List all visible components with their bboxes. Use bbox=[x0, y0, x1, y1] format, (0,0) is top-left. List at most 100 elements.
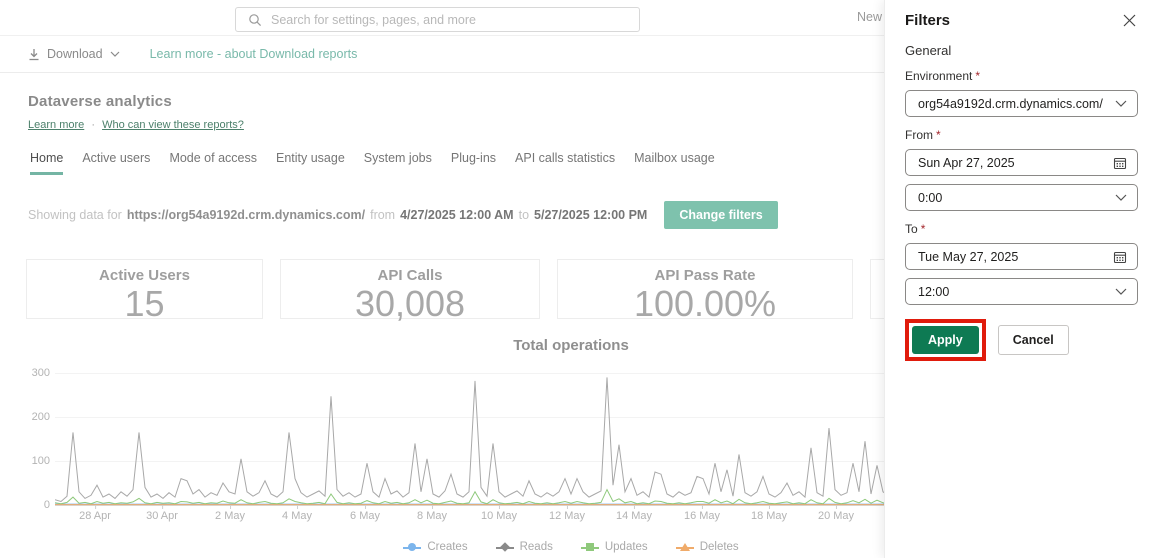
to-date-value: Tue May 27, 2025 bbox=[918, 249, 1019, 264]
card-value: 30,008 bbox=[354, 283, 466, 324]
chevron-down-icon bbox=[1115, 288, 1127, 295]
top-bar: Search for settings, pages, and more New bbox=[0, 0, 884, 36]
x-tick-label: 4 May bbox=[282, 505, 312, 522]
x-tick-label: 16 May bbox=[683, 505, 721, 522]
legend-label: Reads bbox=[519, 541, 553, 553]
updates-marker-icon bbox=[580, 543, 599, 552]
environment-select[interactable]: org54a9192d.crm.dynamics.com/ bbox=[905, 90, 1138, 117]
to-label: To * bbox=[905, 222, 926, 236]
showing-from-word: from bbox=[370, 208, 396, 222]
tab-mode-of-access[interactable]: Mode of access bbox=[169, 151, 257, 165]
chevron-down-icon bbox=[1115, 194, 1127, 201]
filters-section-general: General bbox=[905, 43, 952, 58]
page-header: Dataverse analytics Learn more · Who can… bbox=[0, 73, 884, 131]
to-date-input[interactable]: Tue May 27, 2025 bbox=[905, 243, 1138, 270]
showing-from-value: 4/27/2025 12:00 AM bbox=[400, 208, 514, 222]
x-axis-line bbox=[55, 505, 884, 506]
legend-item-updates[interactable]: Updates bbox=[580, 541, 648, 553]
card-api-calls: API Calls 30,008 bbox=[280, 259, 540, 323]
search-input[interactable]: Search for settings, pages, and more bbox=[235, 7, 640, 32]
chevron-down-icon bbox=[110, 51, 120, 57]
card-value: 15 bbox=[124, 283, 165, 324]
card-value: 100.00% bbox=[633, 283, 777, 324]
to-time-select[interactable]: 12:00 bbox=[905, 278, 1138, 305]
creates-marker-icon bbox=[403, 543, 422, 552]
showing-url: https://org54a9192d.crm.dynamics.com/ bbox=[126, 208, 366, 222]
apply-button[interactable]: Apply bbox=[912, 326, 979, 354]
gridline-200 bbox=[55, 417, 884, 418]
deletes-marker-icon bbox=[675, 543, 694, 552]
calendar-icon bbox=[1113, 250, 1127, 264]
tab-home[interactable]: Home bbox=[30, 151, 64, 175]
card-partial bbox=[870, 259, 884, 319]
from-date-value: Sun Apr 27, 2025 bbox=[918, 155, 1015, 170]
tab-api-calls-statistics[interactable]: API calls statistics bbox=[515, 151, 616, 165]
change-filters-button[interactable]: Change filters bbox=[664, 201, 778, 229]
showing-to-value: 5/27/2025 12:00 PM bbox=[534, 208, 648, 222]
page-title: Dataverse analytics bbox=[28, 93, 172, 110]
link-separator: · bbox=[91, 119, 95, 131]
y-tick-label: 300 bbox=[31, 367, 50, 379]
cancel-button[interactable]: Cancel bbox=[997, 325, 1069, 355]
card-title: API Pass Rate bbox=[654, 267, 756, 284]
filters-title: Filters bbox=[905, 12, 951, 29]
calendar-icon bbox=[1113, 156, 1127, 170]
search-icon bbox=[248, 13, 262, 27]
card-title: Active Users bbox=[99, 267, 190, 284]
y-tick-label: 200 bbox=[31, 411, 50, 423]
tab-mailbox-usage[interactable]: Mailbox usage bbox=[634, 151, 715, 165]
close-icon[interactable] bbox=[1121, 12, 1138, 29]
showing-prefix: Showing data for bbox=[28, 208, 122, 222]
x-tick-label: 30 Apr bbox=[146, 505, 178, 522]
learn-more-link[interactable]: Learn more bbox=[28, 119, 85, 131]
download-learn-more-link[interactable]: Learn more - about Download reports bbox=[149, 47, 358, 61]
tab-entity-usage[interactable]: Entity usage bbox=[275, 151, 345, 165]
x-tick-label: 12 May bbox=[548, 505, 586, 522]
required-asterisk: * bbox=[975, 69, 981, 83]
y-tick-label: 0 bbox=[43, 499, 50, 511]
who-can-view-link[interactable]: Who can view these reports? bbox=[102, 119, 244, 131]
new-look-label[interactable]: New bbox=[856, 10, 882, 24]
card-api-pass-rate: API Pass Rate 100.00% bbox=[557, 259, 853, 323]
from-label: From * bbox=[905, 128, 941, 142]
legend-item-creates[interactable]: Creates bbox=[403, 541, 468, 553]
legend-label: Creates bbox=[427, 541, 468, 553]
card-active-users: Active Users 15 bbox=[26, 259, 263, 323]
legend-item-reads[interactable]: Reads bbox=[495, 541, 553, 553]
tab-system-jobs[interactable]: System jobs bbox=[363, 151, 432, 165]
x-tick-label: 8 May bbox=[417, 505, 447, 522]
tab-plug-ins[interactable]: Plug-ins bbox=[450, 151, 497, 165]
to-time-value: 12:00 bbox=[918, 284, 950, 299]
x-tick-label: 6 May bbox=[350, 505, 380, 522]
search-placeholder: Search for settings, pages, and more bbox=[271, 12, 476, 27]
required-asterisk: * bbox=[920, 222, 926, 236]
environment-label: Environment * bbox=[905, 69, 981, 83]
legend-label: Deletes bbox=[699, 541, 739, 553]
download-button[interactable]: Download bbox=[28, 47, 120, 61]
x-tick-label: 20 May bbox=[817, 505, 855, 522]
gridline-300 bbox=[55, 373, 884, 374]
from-date-input[interactable]: Sun Apr 27, 2025 bbox=[905, 149, 1138, 176]
environment-value: org54a9192d.crm.dynamics.com/ bbox=[918, 96, 1103, 111]
summary-cards: Active Users 15 API Calls 30,008 API Pas… bbox=[26, 259, 884, 323]
from-time-value: 0:00 bbox=[918, 190, 943, 205]
apply-highlight-box: Apply bbox=[905, 319, 986, 361]
legend-item-deletes[interactable]: Deletes bbox=[675, 541, 739, 553]
tab-active-users[interactable]: Active users bbox=[82, 151, 151, 165]
required-asterisk: * bbox=[936, 128, 941, 142]
gridline-100 bbox=[55, 461, 884, 462]
chart-title: Total operations bbox=[513, 337, 629, 354]
main-content: Search for settings, pages, and more New… bbox=[0, 0, 884, 558]
from-time-select[interactable]: 0:00 bbox=[905, 184, 1138, 211]
x-tick-label: 2 May bbox=[215, 505, 245, 522]
total-operations-chart: Total operations 300 200 100 0 28 Apr 30… bbox=[26, 337, 884, 558]
showing-to-word: to bbox=[518, 208, 530, 222]
download-label: Download bbox=[47, 47, 103, 61]
y-tick-label: 100 bbox=[31, 455, 50, 467]
x-tick-label: 14 May bbox=[615, 505, 653, 522]
x-tick-label: 28 Apr bbox=[79, 505, 111, 522]
card-title: API Calls bbox=[377, 267, 443, 284]
chart-legend: Creates Reads Updates bbox=[26, 541, 884, 553]
download-row: Download Learn more - about Download rep… bbox=[0, 36, 884, 73]
